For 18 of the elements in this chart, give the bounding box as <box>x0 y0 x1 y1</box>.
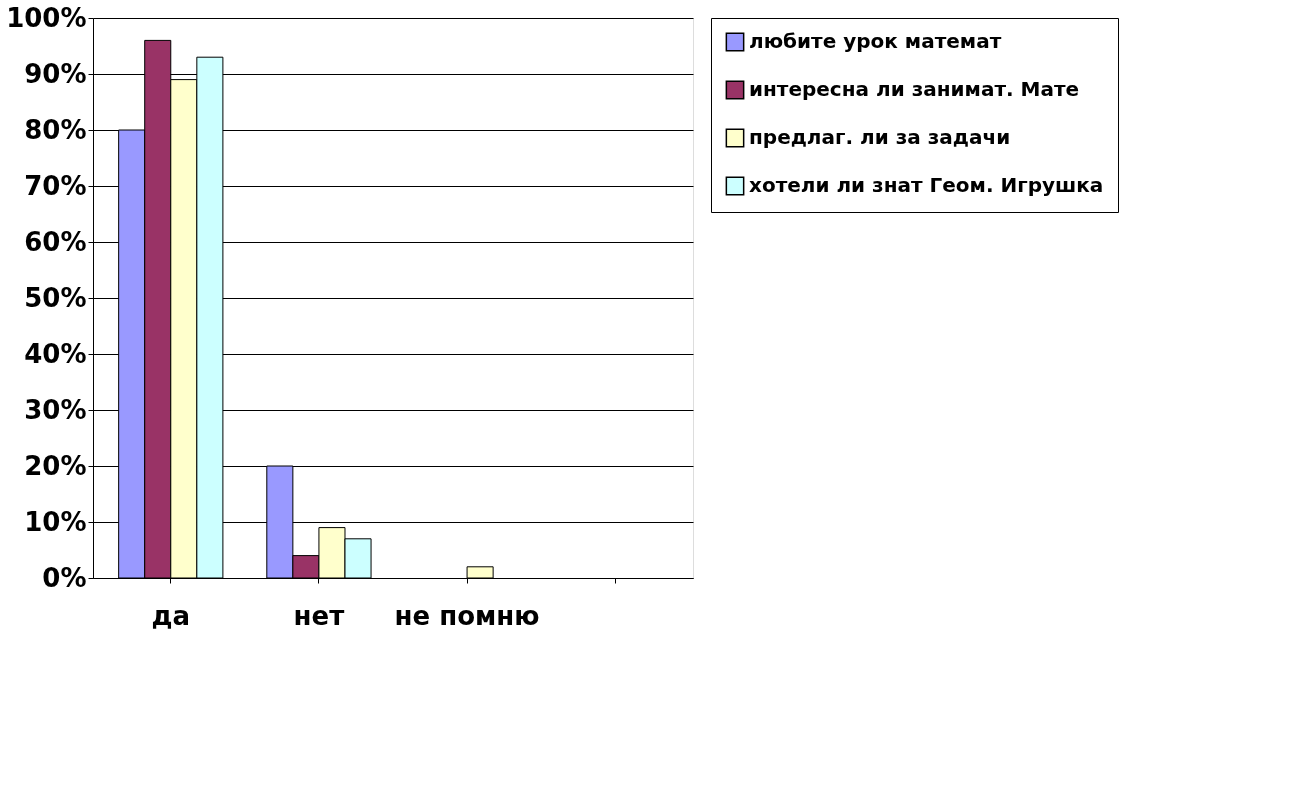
y-tick-label: 40% <box>24 338 87 369</box>
y-tick-label: 0% <box>42 562 87 593</box>
y-tick-label: 60% <box>24 226 87 257</box>
legend-label: хотели ли знат Геом. Игрушка <box>749 173 1104 197</box>
y-tick-label: 70% <box>24 170 87 201</box>
y-tick-label: 100% <box>6 2 87 33</box>
y-tick-label: 50% <box>24 282 87 313</box>
y-tick-label: 90% <box>24 58 87 89</box>
x-tick-label: да <box>151 600 191 631</box>
y-tick-label: 30% <box>24 394 87 425</box>
legend-label: любите урок математ <box>749 29 1002 53</box>
x-tick-label: нет <box>293 600 345 631</box>
x-tick-label: не помню <box>394 600 540 631</box>
legend-label: предлаг. ли за задачи <box>749 125 1011 149</box>
y-tick-label: 10% <box>24 506 87 537</box>
legend-label: интересна ли занимат. Мате <box>749 77 1080 101</box>
y-tick-label: 80% <box>24 114 87 145</box>
y-tick-label: 20% <box>24 450 87 481</box>
